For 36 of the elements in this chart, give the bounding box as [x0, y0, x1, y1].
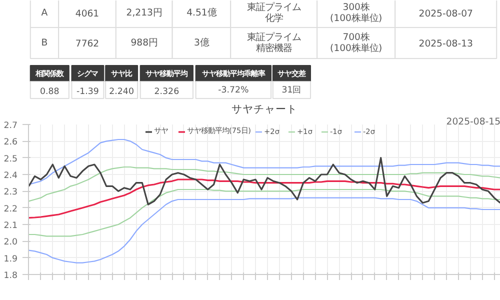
text: 988円: [130, 38, 158, 48]
text: (100株単位): [330, 43, 382, 54]
text: 2025-08-07: [418, 8, 474, 20]
text: 0.88: [40, 87, 60, 97]
chart-title: サヤチャート: [232, 102, 298, 116]
annotation: 2025-08-15: [446, 116, 500, 128]
text: -1.39: [76, 87, 99, 97]
text: -3.72%: [218, 86, 249, 96]
text: 300株: [342, 2, 370, 13]
text: 4061: [75, 8, 100, 20]
text: 7762: [75, 38, 100, 50]
text: A: [41, 8, 48, 18]
y-tick-label: 2.3: [4, 188, 18, 198]
text: 31回: [282, 86, 302, 96]
text: 2,213円: [126, 8, 162, 18]
y-tick-label: 1.9: [4, 254, 18, 264]
y-tick-label: 2.4: [4, 171, 18, 181]
y-tick-label: 2.7: [4, 121, 18, 131]
text: 700株: [342, 32, 370, 43]
text: 2025-08-13: [418, 38, 474, 50]
text: B: [41, 38, 48, 48]
text: 化学: [264, 13, 283, 24]
text: 2.326: [154, 87, 180, 97]
text: 2.240: [109, 87, 134, 97]
text: 東証プライム: [246, 32, 301, 43]
y-tick-label: 2.0: [4, 238, 18, 248]
y-tick-label: 2.1: [4, 221, 18, 231]
y-tick-label: 2.2: [4, 204, 18, 214]
text: 3億: [194, 38, 209, 48]
text: 4.51億: [186, 8, 216, 18]
y-tick-label: 1.8: [4, 271, 18, 281]
text: 精密機器: [256, 43, 292, 54]
y-tick-label: 2.6: [4, 138, 18, 148]
y-tick-label: 2.5: [4, 154, 18, 164]
text: (100株単位): [330, 13, 382, 24]
text: 東証プライム: [246, 2, 301, 13]
